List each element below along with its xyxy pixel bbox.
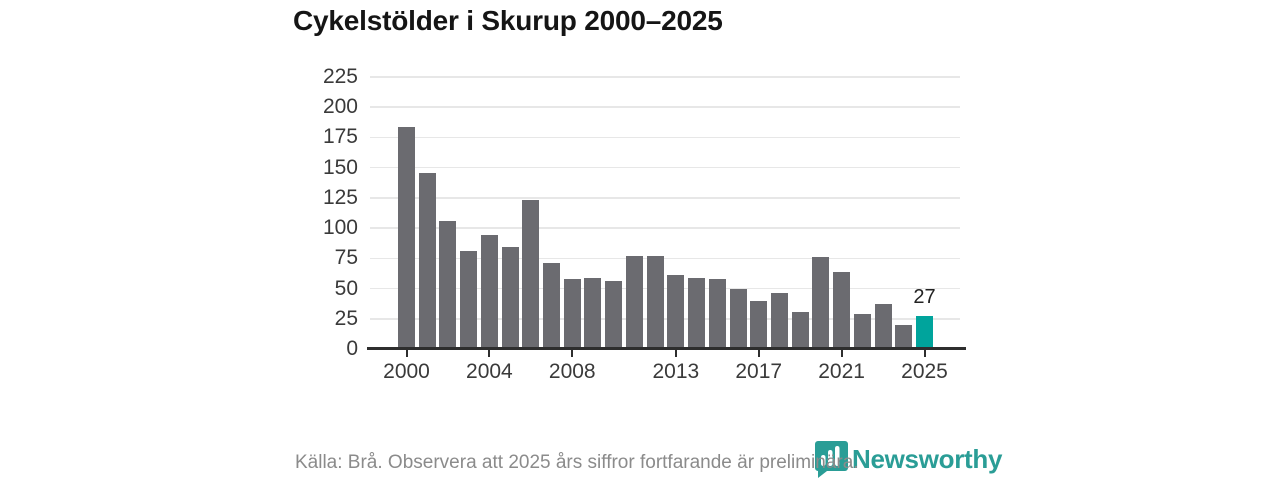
bar-2020 (812, 257, 830, 349)
bar-2014 (688, 277, 706, 349)
bar-2022 (853, 313, 871, 349)
x-tick-2004 (488, 349, 491, 357)
highlight-value-label: 27 (913, 286, 936, 309)
bar-2024 (895, 324, 913, 349)
bar-2018 (770, 293, 788, 349)
bar-2006 (522, 200, 540, 349)
bar-2010 (605, 281, 623, 349)
x-tick-label-2025: 2025 (901, 360, 948, 383)
bar-2005 (501, 247, 519, 349)
bar-2017 (750, 300, 768, 349)
x-tick-label-2000: 2000 (383, 360, 430, 383)
bar-series (398, 77, 933, 349)
x-tick-2025 (923, 349, 926, 357)
gridline-y-75 (370, 257, 960, 260)
bar-2001 (418, 172, 436, 349)
y-tick-label: 25 (334, 306, 358, 330)
y-tick-label: 125 (322, 185, 358, 209)
gridline-y-125 (370, 197, 960, 199)
x-tick-label-2017: 2017 (735, 360, 783, 383)
x-tick-2021 (840, 349, 843, 357)
newsworthy-wordmark[interactable]: Newsworthy (852, 444, 1003, 474)
gridline-y-25 (370, 318, 960, 320)
bar-2008 (563, 278, 581, 349)
y-tick-label: 175 (322, 125, 358, 149)
x-tick-2017 (757, 349, 760, 357)
y-tick-label: 100 (322, 216, 358, 240)
x-tick-label-2008: 2008 (548, 360, 596, 383)
y-tick-label: 150 (322, 155, 358, 179)
bar-2021 (833, 271, 851, 349)
gridline-y-225 (370, 76, 960, 78)
bar-2007 (543, 263, 561, 349)
bar-2004 (480, 235, 498, 349)
source-note: Källa: Brå. Observera att 2025 års siffr… (295, 452, 859, 473)
newsworthy-logo[interactable]: Newsworthy (815, 441, 1002, 478)
bar-2000 (398, 126, 415, 349)
plot-area (367, 76, 966, 350)
bar-2013 (667, 275, 685, 349)
x-tick-2013 (674, 349, 677, 357)
bar-2016 (729, 288, 747, 349)
x-tick-2000 (405, 349, 408, 357)
y-tick-label: 0 (346, 337, 358, 360)
gridline-y-50 (370, 287, 960, 290)
gridline-y-200 (370, 106, 960, 108)
x-tick-label-2021: 2021 (818, 360, 865, 383)
x-tick-2008 (571, 349, 574, 357)
bar-2002 (439, 220, 457, 349)
bar-2003 (460, 251, 478, 349)
bar-2023 (874, 304, 892, 349)
chart-title: Cykelstölder i Skurup 2000–2025 (293, 5, 723, 36)
gridline-y-175 (370, 136, 960, 139)
bar-2009 (584, 277, 602, 349)
bar-2011 (625, 255, 643, 349)
bar-2012 (646, 255, 664, 349)
bar-2025 (915, 316, 933, 349)
newsworthy-bar-chart-icon (815, 441, 848, 478)
y-tick-label: 200 (322, 95, 358, 119)
x-tick-label-2004: 2004 (466, 360, 513, 383)
y-tick-label: 225 (322, 65, 358, 88)
y-tick-label: 50 (334, 276, 358, 300)
gridline-y-150 (370, 166, 960, 169)
gridline-y-100 (370, 227, 960, 229)
x-tick-label-2013: 2013 (652, 360, 700, 383)
x-axis-line (367, 347, 966, 350)
y-tick-label: 75 (334, 246, 358, 270)
bar-2015 (708, 278, 726, 349)
bar-2019 (791, 311, 809, 349)
